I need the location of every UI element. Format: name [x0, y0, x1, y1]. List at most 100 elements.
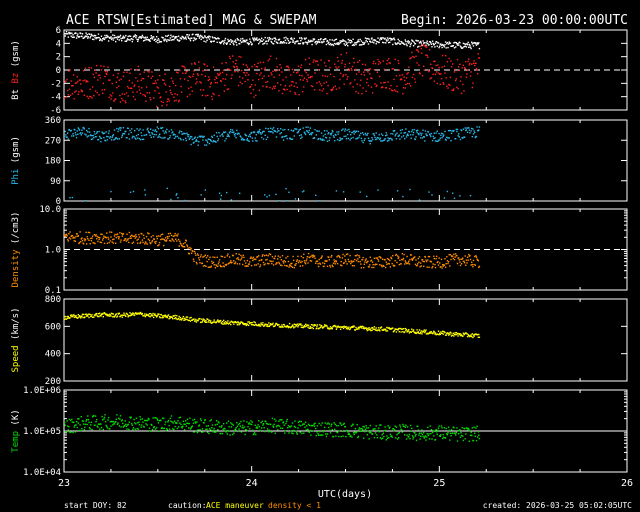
data-point-phi	[358, 134, 361, 136]
data-point-temp	[297, 427, 299, 429]
data-point-speed	[407, 330, 409, 332]
data-point-phi	[218, 192, 221, 194]
data-point-speed	[437, 333, 439, 335]
data-point-bz	[193, 62, 196, 64]
data-point-density	[125, 238, 127, 240]
data-point-density	[95, 234, 97, 236]
data-point-speed	[342, 327, 345, 330]
data-point-density	[169, 232, 171, 235]
data-point-speed	[236, 324, 239, 326]
data-point-temp	[359, 430, 361, 433]
data-point-phi	[409, 134, 412, 136]
data-point-density	[64, 235, 66, 238]
data-point-temp	[142, 421, 144, 423]
data-point-temp	[335, 435, 337, 437]
data-point-temp	[382, 437, 384, 439]
data-point-phi	[243, 139, 246, 141]
data-point-temp	[118, 417, 120, 419]
data-point-bt	[345, 43, 348, 45]
data-point-bz	[200, 82, 202, 84]
data-point-temp	[446, 434, 449, 436]
data-point-temp	[303, 432, 305, 434]
data-point-speed	[129, 312, 131, 314]
data-point-phi	[363, 139, 365, 142]
data-point-phi	[154, 130, 156, 132]
data-point-bz	[187, 79, 189, 82]
data-point-density	[334, 261, 336, 263]
data-point-bz	[191, 90, 193, 92]
data-point-density	[392, 255, 394, 257]
data-point-density	[455, 253, 457, 255]
data-point-density	[217, 265, 219, 268]
data-point-bt	[358, 40, 360, 43]
y-tick-label-phi: 180	[45, 157, 61, 167]
data-point-phi	[261, 136, 263, 139]
data-point-bz	[272, 86, 275, 88]
data-point-bz	[261, 77, 263, 80]
data-point-density	[241, 256, 243, 258]
data-point-speed	[291, 324, 294, 326]
data-point-bz	[192, 73, 195, 75]
data-point-bz	[130, 68, 132, 70]
data-point-density	[425, 260, 428, 263]
data-point-bt	[317, 41, 319, 43]
data-point-density	[439, 262, 441, 264]
data-point-bz	[71, 85, 73, 87]
data-point-density	[205, 256, 208, 259]
data-point-bz	[345, 74, 347, 76]
data-point-speed	[272, 322, 274, 325]
data-point-phi	[263, 130, 265, 133]
data-point-phi	[440, 132, 443, 134]
data-point-temp	[252, 433, 255, 436]
data-point-bz	[378, 60, 380, 63]
data-point-phi	[110, 190, 112, 193]
data-point-phi	[88, 131, 91, 133]
data-point-bt	[148, 39, 151, 41]
data-point-bz	[119, 101, 122, 103]
data-point-density	[349, 254, 351, 257]
data-point-density	[193, 260, 195, 262]
data-point-temp	[221, 432, 224, 435]
data-point-speed	[128, 315, 131, 317]
data-point-speed	[164, 314, 167, 316]
data-point-bz	[106, 71, 109, 73]
data-point-temp	[87, 418, 90, 421]
data-point-temp	[169, 417, 171, 420]
data-point-phi	[300, 134, 303, 136]
data-point-density	[201, 262, 204, 264]
data-point-bz	[453, 71, 456, 73]
data-point-bt	[447, 46, 449, 49]
data-point-temp	[268, 429, 271, 431]
data-point-density	[287, 260, 290, 263]
data-point-bt	[120, 38, 122, 40]
data-point-speed	[288, 325, 290, 328]
data-point-phi	[190, 143, 192, 146]
data-point-speed	[115, 314, 117, 316]
data-point-phi	[455, 138, 457, 140]
data-point-bt	[375, 43, 377, 45]
data-point-temp	[226, 422, 228, 424]
data-point-speed	[361, 325, 364, 328]
data-point-density	[389, 259, 391, 262]
data-point-bz	[118, 85, 120, 87]
data-point-bt	[68, 33, 71, 35]
data-point-bz	[112, 92, 114, 94]
data-point-bz	[102, 82, 104, 85]
data-point-speed	[406, 331, 408, 333]
data-point-phi	[113, 139, 115, 141]
data-point-density	[90, 237, 92, 240]
data-point-bz	[338, 66, 340, 68]
data-point-density	[193, 250, 196, 253]
data-point-temp	[475, 427, 477, 429]
data-point-bz	[442, 54, 444, 57]
data-point-density	[362, 256, 364, 259]
data-point-bz	[291, 68, 294, 71]
data-point-speed	[149, 316, 151, 318]
data-point-speed	[386, 326, 388, 329]
data-point-phi	[188, 134, 190, 136]
data-point-bz	[466, 73, 468, 75]
data-point-speed	[300, 326, 303, 328]
data-point-temp	[67, 429, 69, 431]
data-point-density	[94, 242, 96, 245]
data-point-density	[204, 254, 206, 256]
